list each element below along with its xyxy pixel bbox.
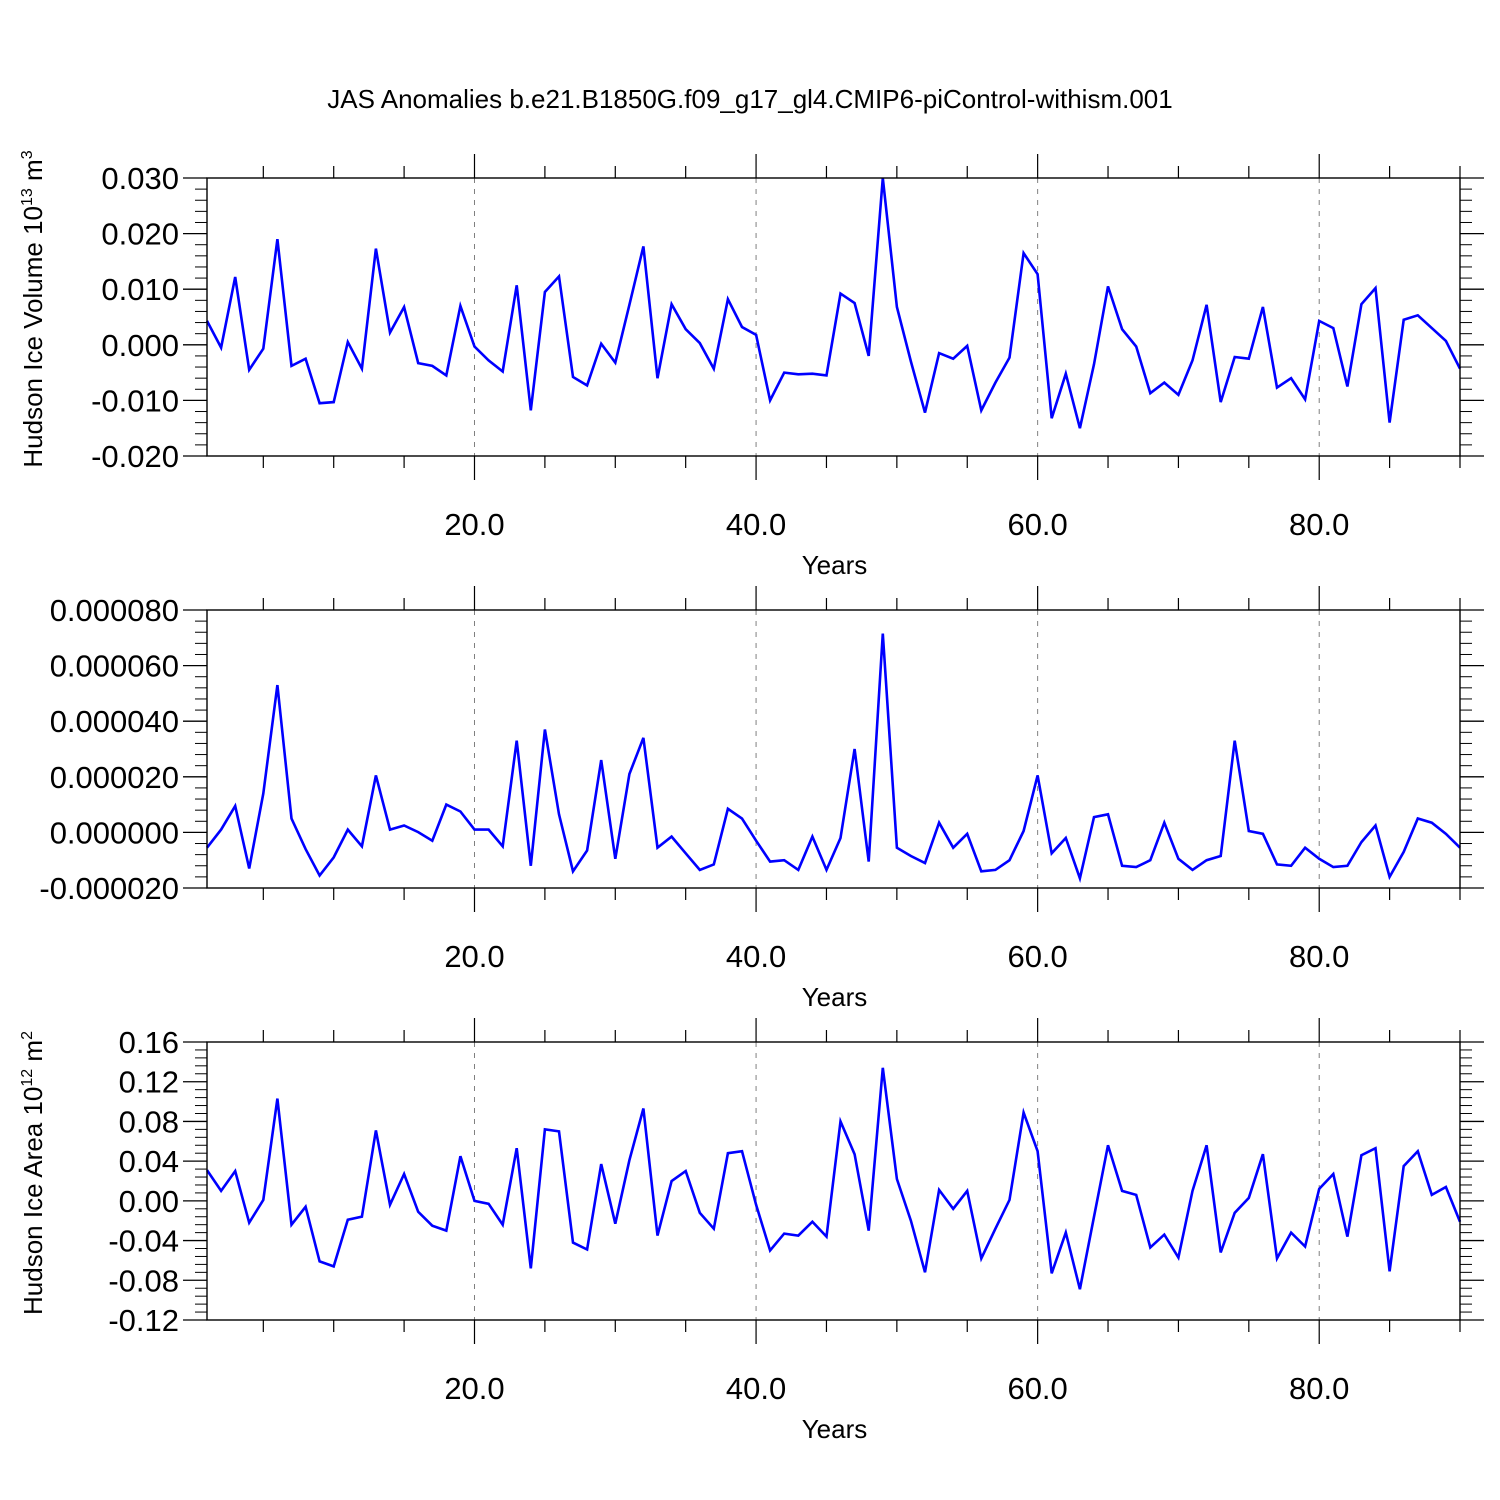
y-tick-label: 0.000040 xyxy=(50,704,179,739)
x-tick-label: 20.0 xyxy=(444,939,504,974)
y-tick-label: -0.04 xyxy=(108,1224,179,1259)
series-line-1 xyxy=(205,177,1462,429)
x-axis-label: Years xyxy=(802,1414,868,1444)
y-tick-label: 0.000060 xyxy=(50,649,179,684)
figure-title: JAS Anomalies b.e21.B1850G.f09_g17_gl4.C… xyxy=(327,84,1172,114)
chart-panel-3: -0.12 -0.08 -0.04 0.00 0.04 0.08 0.12 0.16 20.0 4… xyxy=(18,1018,1484,1444)
y-tick-label: 0.010 xyxy=(101,272,179,307)
plot-frame xyxy=(206,1041,1461,1321)
y-tick-label: -0.010 xyxy=(91,383,179,418)
y-tick-label: 0.000 xyxy=(101,328,179,363)
chart-panel-1: -0.020 -0.010 0.000 0.010 0.020 0.030 20.0 40.0… xyxy=(18,150,1484,580)
chart-panel-2: -0.000020 0.000000 0.000020 0.000040 0.00006… xyxy=(39,586,1484,1012)
x-tick-label: 40.0 xyxy=(726,939,786,974)
x-tick-label: 20.0 xyxy=(444,1371,504,1406)
panels-group: -0.020 -0.010 0.000 0.010 0.020 0.030 20.0 40.0… xyxy=(18,150,1484,1444)
x-tick-label: 80.0 xyxy=(1289,1371,1349,1406)
y-tick-label: 0.020 xyxy=(101,217,179,252)
x-tick-label: 80.0 xyxy=(1289,939,1349,974)
series-line-2 xyxy=(205,633,1461,883)
y-tick-label: 0.04 xyxy=(119,1144,179,1179)
x-tick-label: 20.0 xyxy=(444,507,504,542)
x-tick-label: 60.0 xyxy=(1007,939,1067,974)
y-tick-label: -0.020 xyxy=(91,439,179,474)
y-tick-label: 0.16 xyxy=(119,1025,179,1060)
y-tick-label: 0.00 xyxy=(119,1184,179,1219)
plot-frame xyxy=(206,609,1461,889)
x-axis-label: Years xyxy=(802,550,868,580)
y-tick-label: -0.000020 xyxy=(39,871,179,906)
y-axis-label: Hudson Ice Volume 1013 m3 xyxy=(18,150,48,467)
y-axis-label: Hudson Ice Area 1012 m2 xyxy=(18,1031,48,1315)
y-tick-label: 0.08 xyxy=(119,1104,179,1139)
x-tick-label: 40.0 xyxy=(726,1371,786,1406)
y-tick-label: -0.08 xyxy=(108,1263,179,1298)
y-tick-label: -0.12 xyxy=(108,1303,179,1338)
series-line-3 xyxy=(205,1067,1462,1290)
plot-frame xyxy=(206,177,1461,457)
x-tick-label: 60.0 xyxy=(1007,507,1067,542)
x-axis-label: Years xyxy=(802,982,868,1012)
x-tick-label: 60.0 xyxy=(1007,1371,1067,1406)
y-tick-label: 0.030 xyxy=(101,161,179,196)
y-tick-label: 0.000000 xyxy=(50,815,179,850)
x-tick-label: 40.0 xyxy=(726,507,786,542)
y-tick-label: 0.12 xyxy=(119,1065,179,1100)
y-tick-label: 0.000080 xyxy=(50,593,179,628)
y-tick-label: 0.000020 xyxy=(50,760,179,795)
x-tick-label: 80.0 xyxy=(1289,507,1349,542)
